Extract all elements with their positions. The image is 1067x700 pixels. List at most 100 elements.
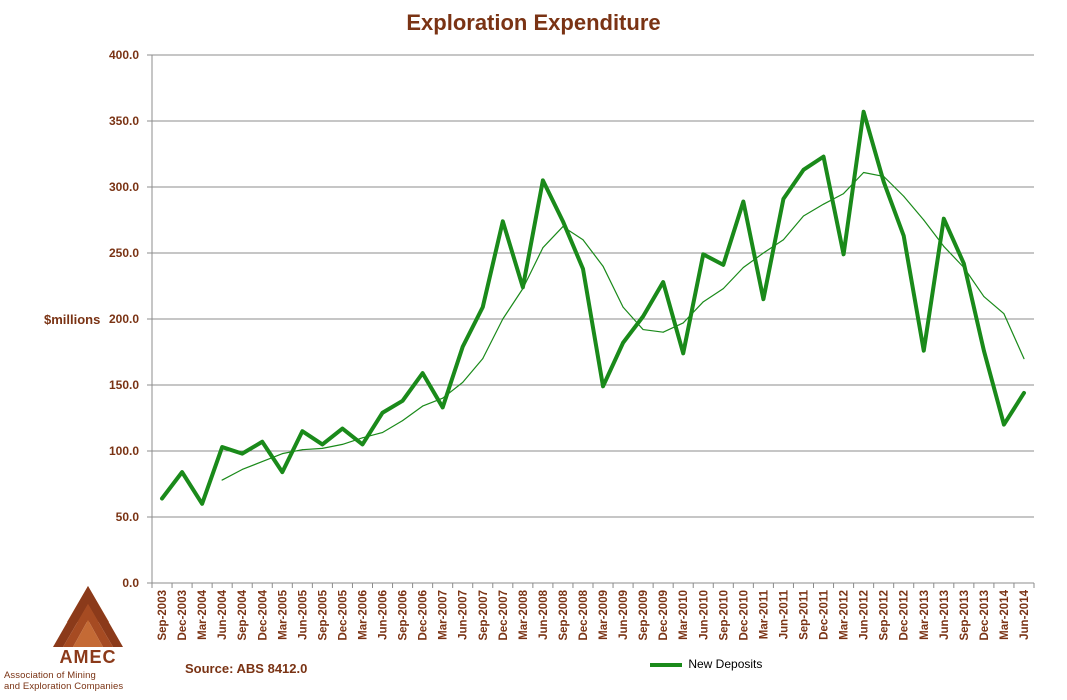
x-tick-label: Mar-2006 bbox=[357, 590, 369, 640]
x-tick-label: Sep-2013 bbox=[959, 590, 971, 641]
data-point-moving-average bbox=[281, 453, 283, 455]
data-point-moving-average bbox=[1003, 313, 1005, 315]
data-point-moving-average bbox=[261, 461, 263, 463]
data-point-moving-average bbox=[782, 239, 784, 241]
x-tick-label: Mar-2007 bbox=[438, 590, 450, 640]
data-point-moving-average bbox=[562, 226, 564, 228]
x-tick-label: Dec-2004 bbox=[257, 589, 269, 640]
data-point-new-deposits bbox=[741, 199, 745, 204]
data-point-new-deposits bbox=[922, 349, 926, 353]
data-point-moving-average bbox=[422, 405, 424, 407]
data-point-new-deposits bbox=[260, 440, 264, 444]
data-point-moving-average bbox=[221, 479, 223, 481]
x-tick-label: Sep-2004 bbox=[237, 589, 249, 640]
data-point-new-deposits bbox=[160, 496, 164, 501]
data-point-new-deposits bbox=[661, 280, 665, 284]
data-point-new-deposits bbox=[902, 234, 906, 238]
data-point-moving-average bbox=[1023, 358, 1025, 360]
x-tick-label: Dec-2005 bbox=[337, 589, 349, 640]
data-point-new-deposits bbox=[180, 470, 184, 474]
y-tick-label: 300.0 bbox=[109, 180, 139, 194]
data-point-new-deposits bbox=[621, 341, 625, 345]
data-point-new-deposits bbox=[701, 252, 705, 256]
data-point-moving-average bbox=[462, 381, 464, 383]
data-point-moving-average bbox=[682, 322, 684, 324]
data-point-moving-average bbox=[361, 437, 363, 439]
x-tick-label: Jun-2014 bbox=[1019, 589, 1031, 639]
data-point-moving-average bbox=[843, 193, 845, 195]
series-line-new-deposits bbox=[160, 109, 1026, 506]
y-tick-label: 400.0 bbox=[109, 48, 139, 62]
x-tick-label: Jun-2011 bbox=[778, 589, 790, 639]
data-point-moving-average bbox=[903, 195, 905, 197]
data-point-new-deposits bbox=[841, 252, 846, 256]
x-tick-label: Sep-2009 bbox=[638, 590, 650, 641]
x-tick-label: Jun-2004 bbox=[217, 589, 229, 639]
logo-tagline-line1: Association of Mining bbox=[4, 670, 96, 681]
data-point-new-deposits bbox=[461, 345, 465, 349]
x-tick-label: Jun-2012 bbox=[859, 590, 871, 640]
chart-title: Exploration Expenditure bbox=[406, 10, 661, 35]
x-tick-label: Sep-2011 bbox=[798, 589, 810, 639]
x-tick-label: Mar-2013 bbox=[919, 590, 931, 640]
data-point-new-deposits bbox=[380, 411, 385, 415]
data-point-new-deposits bbox=[400, 399, 405, 403]
data-point-new-deposits bbox=[441, 405, 445, 410]
x-tick-label: Sep-2006 bbox=[398, 590, 410, 641]
data-point-new-deposits bbox=[541, 178, 545, 182]
data-point-new-deposits bbox=[761, 297, 765, 301]
data-point-moving-average bbox=[923, 219, 925, 221]
y-tick-label: 50.0 bbox=[116, 510, 140, 524]
y-tick-label: 350.0 bbox=[109, 114, 139, 128]
x-tick-label: Jun-2005 bbox=[297, 589, 309, 639]
x-tick-label: Jun-2007 bbox=[458, 590, 470, 640]
data-point-new-deposits bbox=[240, 452, 244, 456]
data-point-moving-average bbox=[482, 358, 484, 360]
data-point-new-deposits bbox=[200, 502, 204, 506]
data-point-new-deposits bbox=[581, 267, 585, 271]
data-point-new-deposits bbox=[942, 217, 946, 221]
data-point-moving-average bbox=[722, 288, 724, 290]
data-point-moving-average bbox=[582, 239, 584, 241]
x-tick-label: Dec-2013 bbox=[979, 590, 991, 641]
x-tick-label: Mar-2005 bbox=[277, 589, 289, 639]
data-point-moving-average bbox=[863, 171, 865, 173]
x-tick-label: Sep-2010 bbox=[718, 590, 730, 641]
data-point-new-deposits bbox=[220, 445, 224, 449]
data-point-new-deposits bbox=[501, 219, 505, 223]
y-tick-label: 100.0 bbox=[109, 444, 139, 458]
legend-swatch-new-deposits bbox=[650, 662, 682, 667]
x-tick-label: Mar-2011 bbox=[758, 589, 770, 639]
x-tick-label: Sep-2003 bbox=[157, 590, 169, 641]
x-tick-label: Dec-2009 bbox=[658, 590, 670, 641]
data-point-moving-average bbox=[702, 301, 704, 303]
data-point-new-deposits bbox=[1022, 391, 1026, 395]
data-point-moving-average bbox=[402, 420, 404, 422]
data-point-moving-average bbox=[502, 318, 504, 320]
data-point-moving-average bbox=[963, 267, 965, 269]
source-note: Source: ABS 8412.0 bbox=[185, 661, 308, 676]
data-point-moving-average bbox=[883, 175, 885, 177]
x-tick-label: Mar-2010 bbox=[678, 590, 690, 640]
x-tick-label: Mar-2012 bbox=[839, 590, 851, 640]
series-lines bbox=[160, 109, 1026, 506]
data-point-moving-average bbox=[341, 443, 343, 445]
data-point-new-deposits bbox=[481, 305, 485, 309]
data-point-moving-average bbox=[762, 252, 764, 254]
data-point-new-deposits bbox=[641, 314, 645, 318]
y-axis-label: $millions bbox=[44, 312, 100, 327]
x-tick-label: Sep-2012 bbox=[879, 590, 891, 641]
data-point-new-deposits bbox=[962, 261, 966, 266]
y-tick-label: 200.0 bbox=[109, 312, 139, 326]
x-tick-label: Dec-2006 bbox=[418, 590, 430, 641]
data-point-new-deposits bbox=[601, 384, 605, 388]
amec-logo: AMEC bbox=[53, 586, 123, 667]
data-point-new-deposits bbox=[681, 351, 685, 355]
axes bbox=[147, 54, 1035, 588]
data-point-new-deposits bbox=[1002, 423, 1006, 427]
data-point-new-deposits bbox=[821, 155, 826, 159]
data-point-moving-average bbox=[301, 449, 303, 451]
gridlines bbox=[152, 54, 1034, 518]
data-point-new-deposits bbox=[561, 219, 565, 223]
x-tick-label: Dec-2003 bbox=[177, 590, 189, 641]
